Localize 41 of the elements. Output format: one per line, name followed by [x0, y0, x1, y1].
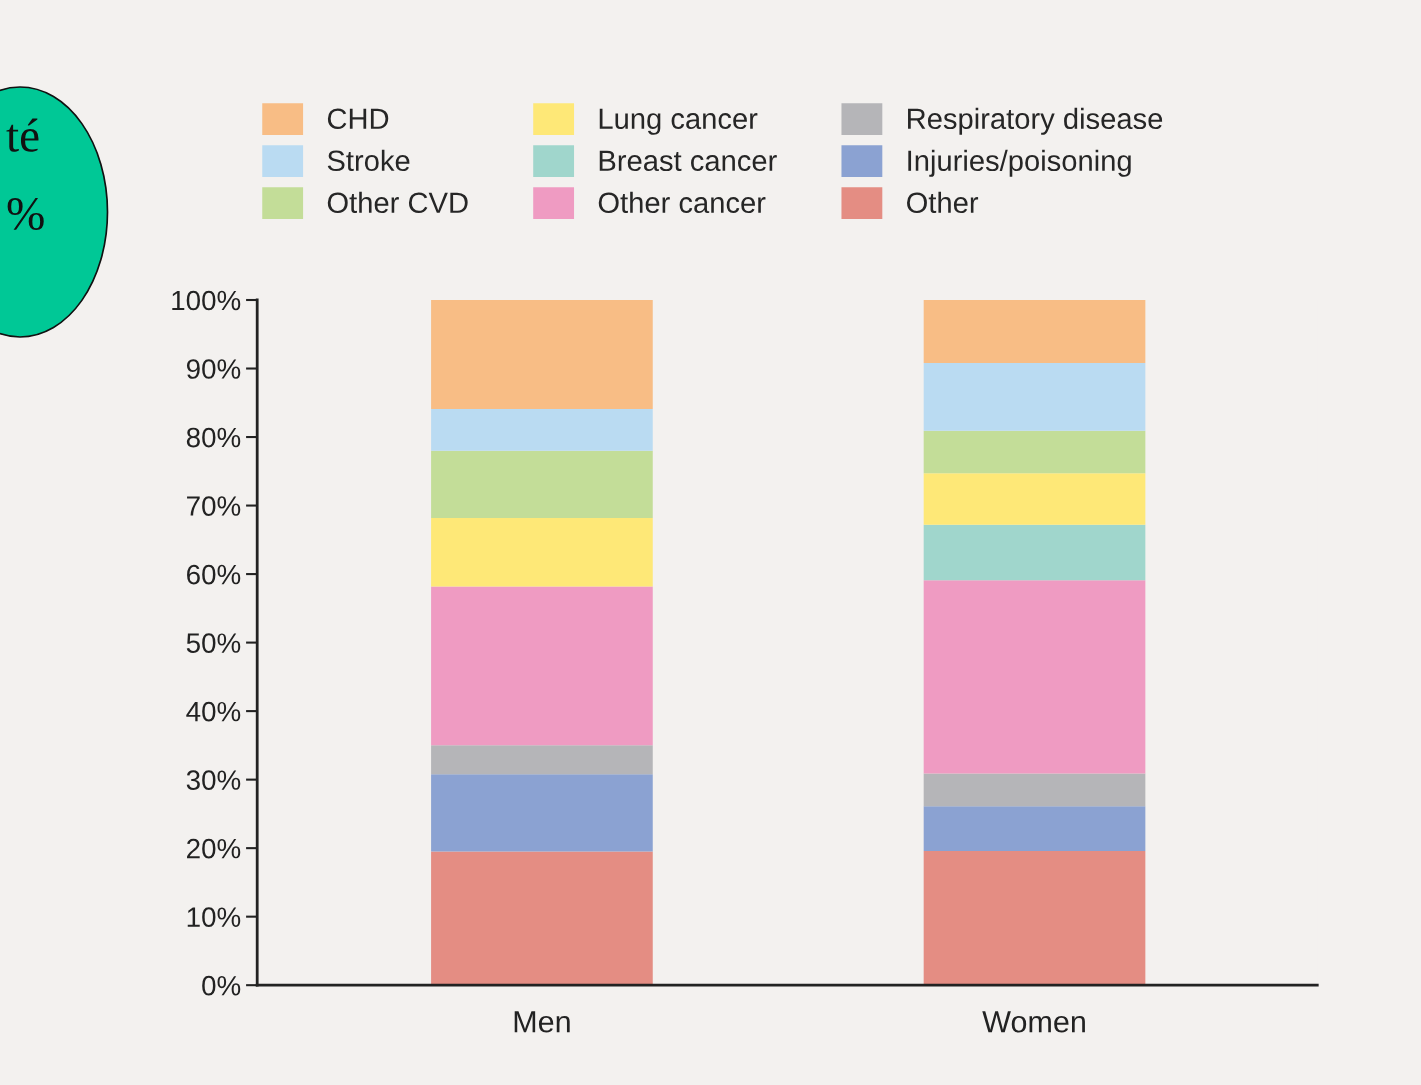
legend-label: Other CVD — [327, 191, 468, 214]
bar — [431, 851, 653, 986]
bar — [923, 580, 1146, 774]
bar — [923, 363, 1146, 431]
legend-label: Stroke — [327, 149, 410, 172]
y-tick-label: 80% — [186, 427, 241, 448]
bar — [923, 524, 1146, 581]
y-tick-label: 100% — [172, 290, 241, 311]
legend-label: CHD — [327, 108, 389, 130]
x-tick-label: Women — [982, 1011, 1085, 1033]
y-tick-label: 70% — [187, 496, 241, 516]
bar — [431, 450, 653, 518]
text: % — [7, 197, 44, 230]
legend-label: Respiratory disease — [908, 107, 1163, 135]
bar — [431, 300, 653, 409]
bar — [431, 408, 653, 451]
y-tick-label: 50% — [186, 633, 241, 653]
bar — [923, 850, 1146, 986]
legend-label: Injuries/poisoning — [908, 149, 1131, 177]
y-tick-label: 0% — [202, 975, 241, 996]
bar — [431, 774, 653, 852]
y-tick-label: 20% — [187, 838, 241, 859]
bar — [923, 430, 1146, 474]
y-tick-label: 40% — [186, 701, 241, 722]
y-tick-label: 30% — [186, 770, 241, 790]
bar — [923, 473, 1146, 525]
legend-label: Other — [907, 191, 979, 214]
bar — [923, 773, 1146, 807]
legend-label: Lung cancer — [599, 108, 758, 135]
bar — [923, 806, 1146, 851]
legend-label: Breast cancer — [599, 150, 777, 172]
bar — [923, 300, 1146, 364]
text: té — [6, 118, 39, 152]
y-tick-label: 10% — [187, 907, 241, 927]
y-tick-label: 60% — [187, 564, 241, 585]
bar — [431, 745, 653, 775]
legend-label: Other cancer — [598, 191, 766, 214]
x-tick-label: Men — [514, 1011, 570, 1033]
bar — [431, 586, 653, 746]
y-tick-label: 90% — [186, 359, 241, 379]
bar — [431, 517, 653, 587]
